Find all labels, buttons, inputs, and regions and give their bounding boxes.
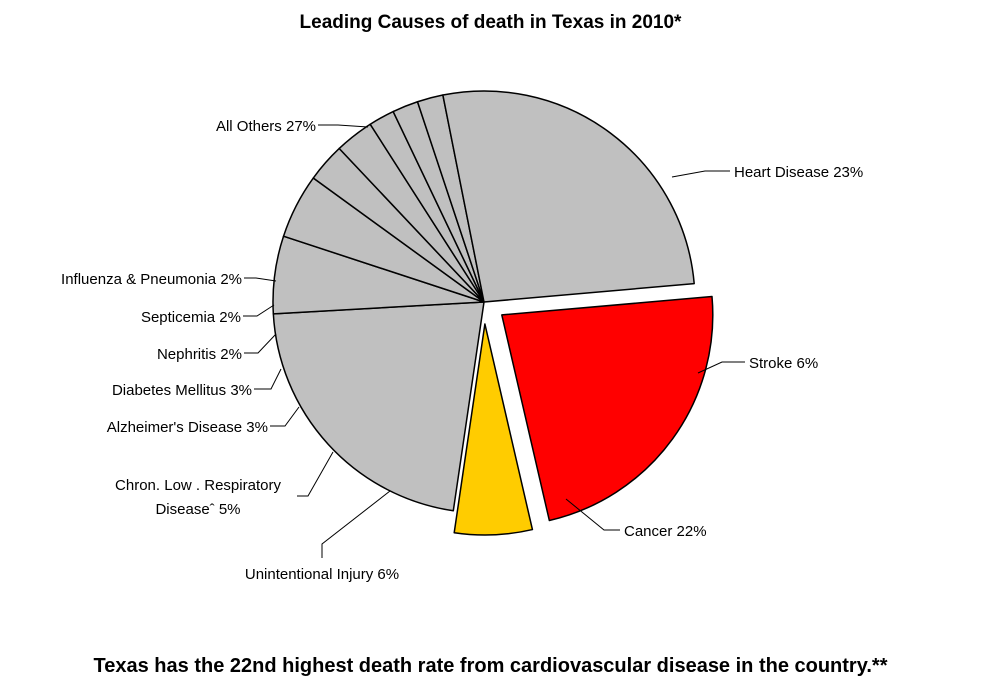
slice-label-cancer-22: Cancer 22% xyxy=(624,523,707,540)
slice-label-unintentional-injury-6: Unintentional Injury 6% xyxy=(245,566,399,583)
leader-line-chron-low-respiratory-disease-5 xyxy=(297,451,334,497)
leader-line-stroke-6 xyxy=(697,361,745,374)
chart-title: Leading Causes of death in Texas in 2010… xyxy=(299,12,682,33)
slices-layer xyxy=(272,90,714,536)
leader-line-diabetes-mellitus-3 xyxy=(254,368,282,390)
slice-label-nephritis-2: Nephritis 2% xyxy=(157,346,242,363)
pie-slice-all-others-27 xyxy=(442,90,695,303)
leader-line-heart-disease-23 xyxy=(671,170,730,178)
leader-line-all-others-27 xyxy=(318,124,369,128)
leader-line-nephritis-2 xyxy=(244,333,277,354)
labels-layer: Heart Disease 23% Stroke 6% Cancer 22% Unin… xyxy=(61,118,863,583)
leader-line-influenza-pneumonia-2 xyxy=(244,277,277,282)
chart-footnote: Texas has the 22nd highest death rate fr… xyxy=(93,655,888,677)
leader-lines-layer xyxy=(243,124,745,558)
slice-label-septicemia-2: Septicemia 2% xyxy=(141,309,241,326)
pie-slice-heart-disease-23 xyxy=(501,295,714,522)
pie-slice-cancer-22 xyxy=(272,301,485,512)
leader-line-septicemia-2 xyxy=(243,304,275,317)
slice-label-stroke-6: Stroke 6% xyxy=(749,355,818,372)
slice-label-chron-low-respiratory-disease-5: Chron. Low . Respiratory Diseaseˆ 5% xyxy=(115,477,281,518)
slice-label-influenza-pneumonia-2: Influenza & Pneumonia 2% xyxy=(61,271,242,288)
slice-label-heart-disease-23: Heart Disease 23% xyxy=(734,164,863,181)
leader-line-alzheimer-s-disease-3 xyxy=(270,406,300,427)
slice-label-alzheimer-s-disease-3: Alzheimer's Disease 3% xyxy=(107,419,268,436)
leader-line-cancer-22 xyxy=(565,498,620,531)
slice-label-line: Diseaseˆ 5% xyxy=(155,501,240,518)
slice-label-line: Chron. Low . Respiratory xyxy=(115,477,281,494)
leader-line-unintentional-injury-6 xyxy=(321,490,391,558)
slice-label-diabetes-mellitus-3: Diabetes Mellitus 3% xyxy=(112,382,252,399)
slice-label-all-others-27: All Others 27% xyxy=(216,118,316,135)
pie-slice-stroke-6 xyxy=(453,323,534,536)
